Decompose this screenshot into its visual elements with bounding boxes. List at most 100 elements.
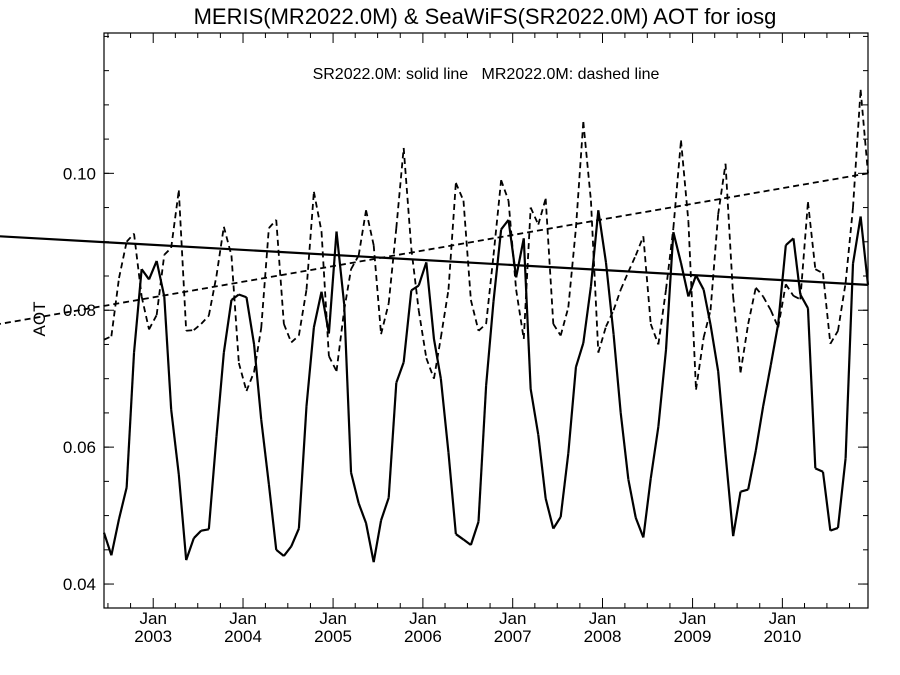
series-segment	[0, 172, 869, 325]
series-segment	[387, 382, 398, 498]
series-segment	[627, 479, 637, 518]
series-segment	[695, 274, 705, 291]
series-segment	[439, 378, 450, 453]
series-segment	[844, 263, 855, 459]
series-segment	[155, 254, 166, 316]
series-segment	[252, 344, 263, 420]
series-segment	[717, 371, 727, 455]
series-segment	[447, 182, 457, 290]
series-segment	[200, 315, 210, 325]
series-segment	[740, 488, 749, 493]
series-segment	[477, 323, 487, 332]
x-tick-label-month: Jan	[229, 609, 256, 628]
series-segment	[612, 334, 622, 414]
series-segment	[343, 304, 353, 473]
series-segment	[170, 409, 180, 475]
x-tick-label-year: 2010	[763, 627, 801, 646]
series-segment	[769, 323, 780, 366]
series-segment	[522, 207, 532, 340]
series-segment	[297, 406, 308, 529]
line-style-note: SR2022.0M: solid line MR2022.0M: dashed …	[313, 66, 660, 83]
series-segment	[447, 452, 457, 535]
x-tick-label-month: Jan	[769, 609, 796, 628]
series-segment	[507, 200, 518, 290]
series-segment	[305, 191, 315, 290]
series-segment	[807, 201, 817, 270]
series-segment	[118, 241, 128, 279]
series-segment	[110, 277, 120, 337]
series-segment	[417, 261, 428, 286]
series-segment	[619, 412, 630, 480]
series-segment	[829, 526, 839, 532]
series-segment	[117, 487, 128, 520]
series-segment	[275, 219, 285, 324]
series-segment	[140, 268, 150, 281]
series-segment	[148, 260, 158, 280]
series-segment	[687, 221, 697, 390]
series-segment	[634, 517, 645, 538]
series-segment	[747, 450, 757, 490]
series-segment	[387, 227, 398, 304]
series-segment	[589, 210, 600, 287]
series-segment	[724, 163, 735, 297]
series-segment	[642, 478, 652, 538]
series-segment	[559, 453, 570, 518]
series-segment	[747, 287, 757, 325]
x-tick-label-month: Jan	[499, 609, 526, 628]
x-tick-label-year: 2007	[494, 627, 532, 646]
series-segment	[492, 180, 503, 256]
series-segment	[529, 388, 540, 436]
series-segment	[417, 310, 428, 359]
series-segment	[777, 284, 787, 328]
series-segment	[612, 289, 622, 311]
series-segment	[552, 516, 562, 530]
series-segment	[260, 419, 270, 485]
series-segment	[268, 219, 277, 229]
series-segment	[574, 342, 585, 368]
series-segment	[245, 297, 256, 345]
series-segment	[372, 520, 383, 563]
series-segment	[305, 327, 315, 407]
series-segment	[597, 210, 608, 263]
series-segment	[215, 226, 225, 277]
series-segment	[537, 434, 547, 499]
series-segment	[469, 521, 480, 546]
series-segment	[477, 385, 488, 522]
series-segment	[230, 255, 240, 364]
series-segment	[238, 293, 247, 299]
series-segment	[822, 273, 832, 344]
series-segment	[455, 182, 465, 202]
series-segment	[844, 207, 854, 283]
series-segment	[500, 219, 510, 231]
series-segment	[380, 303, 390, 335]
series-segment	[590, 200, 600, 353]
series-segment	[433, 337, 442, 379]
series-segment	[762, 364, 772, 407]
series-segment	[821, 471, 832, 531]
axis-ticks: 0.040.060.080.10Jan2003Jan2004Jan2005Jan…	[63, 33, 868, 646]
series-segment	[462, 538, 472, 546]
series-segment	[829, 330, 839, 345]
series-segment	[343, 269, 352, 311]
series-segment	[290, 528, 300, 547]
series-segment	[170, 190, 180, 249]
series-segment	[695, 337, 705, 390]
series-segment	[627, 255, 637, 273]
series-segment	[762, 296, 772, 311]
series-segment	[680, 140, 690, 222]
series-segment	[851, 216, 862, 264]
x-tick-label-year: 2003	[134, 627, 172, 646]
series-segment	[567, 228, 577, 308]
series-segment	[365, 210, 375, 246]
series-segment	[133, 233, 143, 297]
series-segment	[500, 179, 510, 202]
x-tick-label-month: Jan	[679, 609, 706, 628]
series-segment	[597, 326, 607, 353]
series-segment	[672, 140, 682, 229]
series-segment	[657, 349, 668, 427]
x-tick-label-month: Jan	[409, 609, 436, 628]
series-segment	[642, 236, 652, 324]
series-segment	[679, 262, 690, 297]
series-segment	[402, 147, 413, 249]
series-segment	[507, 219, 518, 278]
